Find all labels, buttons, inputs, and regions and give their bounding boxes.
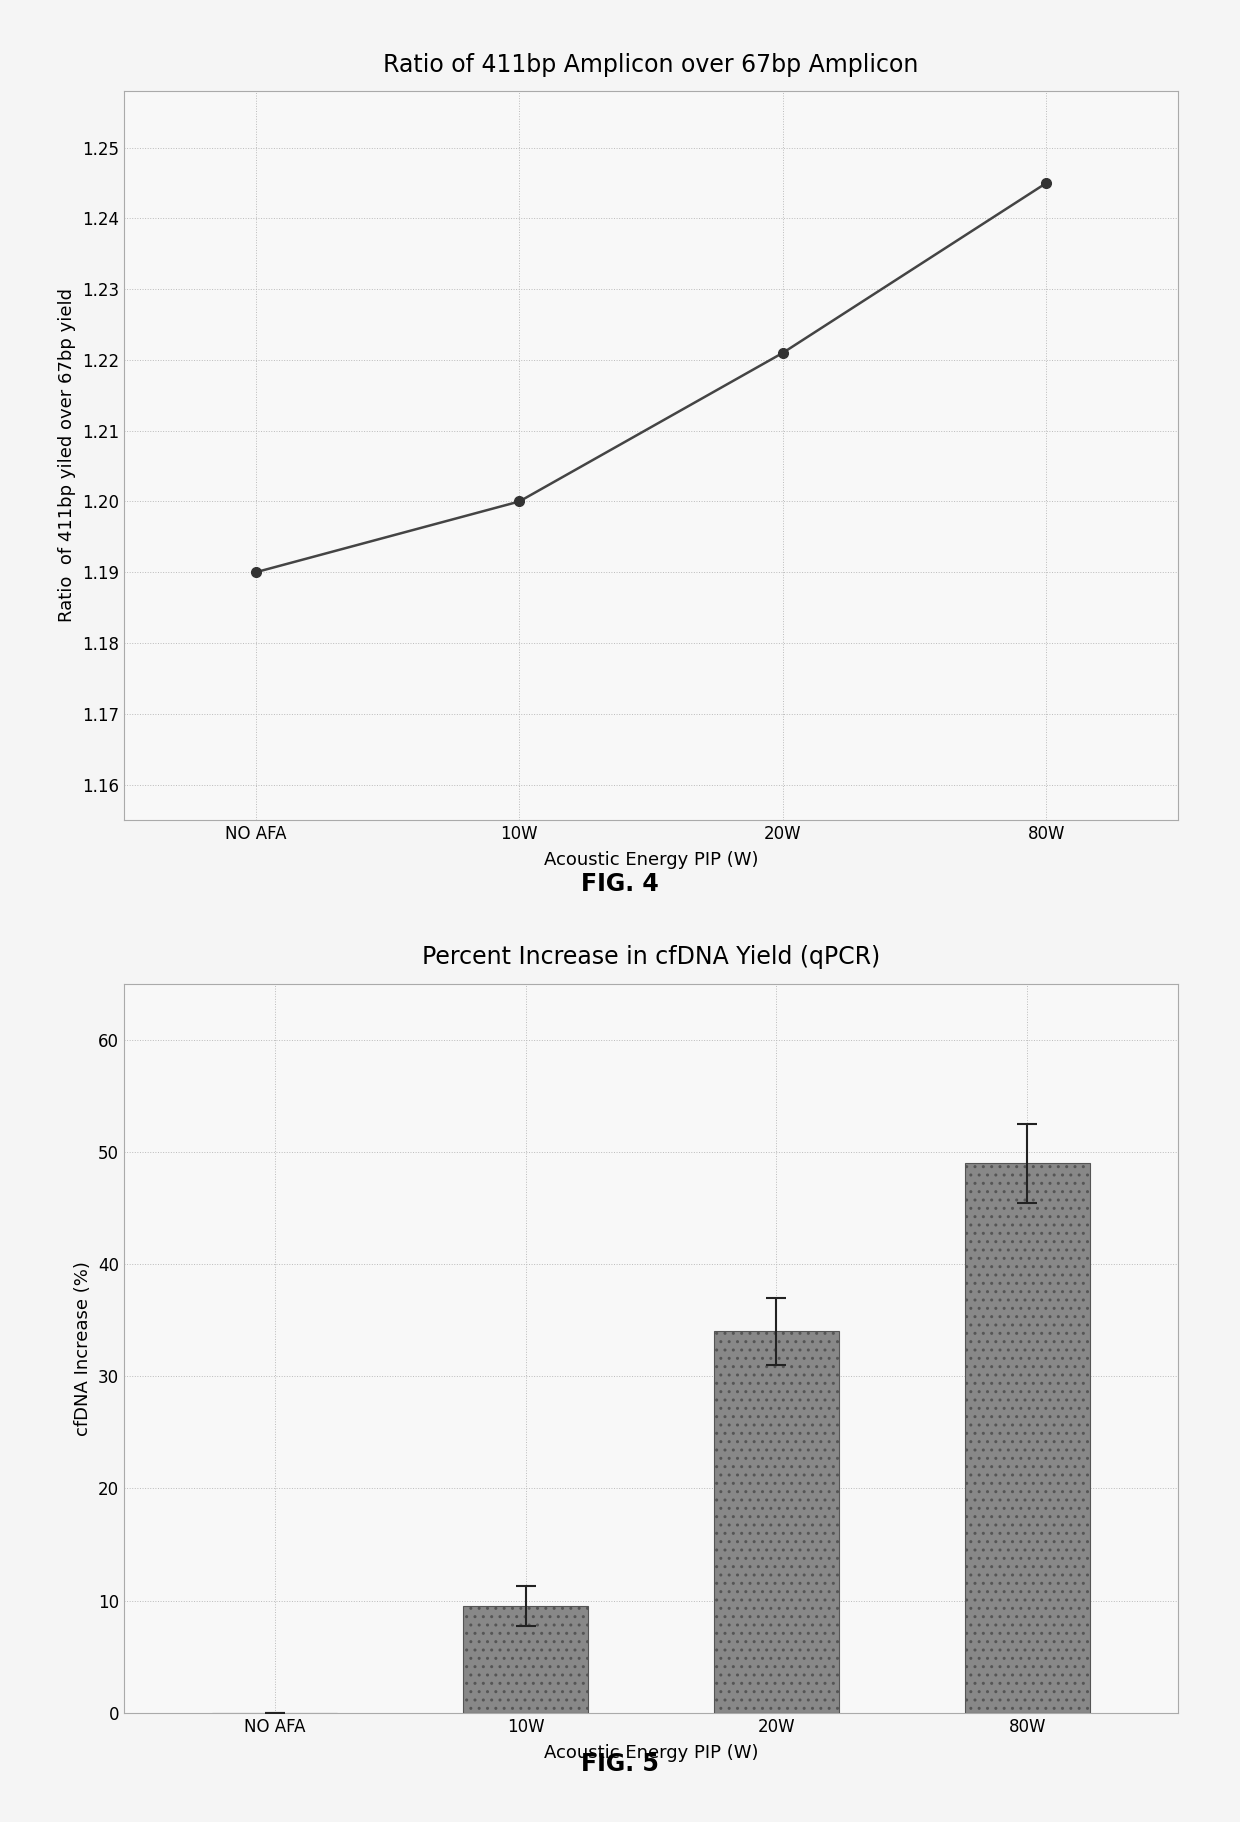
Title: Ratio of 411bp Amplicon over 67bp Amplicon: Ratio of 411bp Amplicon over 67bp Amplic… (383, 53, 919, 77)
Bar (463, 1607, 588, 1713)
Text: FIG. 4: FIG. 4 (582, 871, 658, 896)
X-axis label: Acoustic Energy PIP (W): Acoustic Energy PIP (W) (544, 851, 758, 869)
Bar (714, 1332, 839, 1713)
Y-axis label: Ratio  of 411bp yiled over 67bp yield: Ratio of 411bp yiled over 67bp yield (58, 288, 77, 623)
X-axis label: Acoustic Energy PIP (W): Acoustic Energy PIP (W) (544, 1744, 758, 1762)
Title: Percent Increase in cfDNA Yield (qPCR): Percent Increase in cfDNA Yield (qPCR) (422, 946, 880, 969)
Y-axis label: cfDNA Increase (%): cfDNA Increase (%) (74, 1261, 93, 1436)
Bar (965, 1162, 1090, 1713)
Text: FIG. 5: FIG. 5 (582, 1751, 658, 1776)
